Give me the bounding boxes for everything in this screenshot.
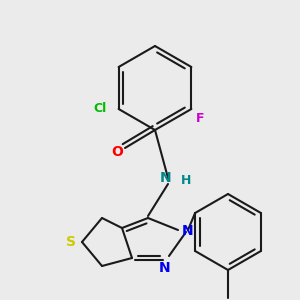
Text: F: F xyxy=(196,112,205,125)
Text: N: N xyxy=(159,261,171,275)
Text: H: H xyxy=(181,173,191,187)
Text: N: N xyxy=(182,224,194,238)
Text: O: O xyxy=(111,145,123,159)
Text: S: S xyxy=(66,235,76,249)
Text: N: N xyxy=(160,171,172,185)
Text: Cl: Cl xyxy=(93,103,106,116)
